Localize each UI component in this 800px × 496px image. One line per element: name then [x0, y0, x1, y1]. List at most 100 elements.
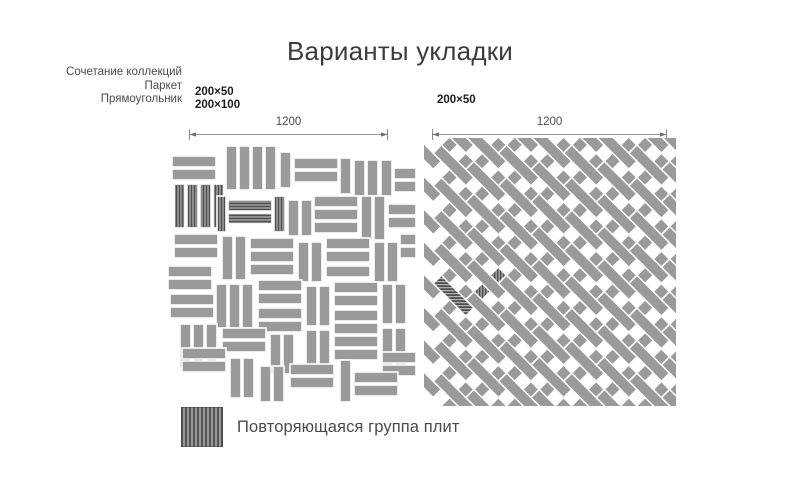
caption-line-collection: Сочетание коллекций: [66, 66, 182, 78]
herringbone-plank: [432, 241, 475, 285]
herringbone-plank: [530, 290, 573, 334]
herringbone-plank: [424, 290, 443, 334]
herringbone-plank: [595, 290, 638, 334]
herringbone-plank: [432, 372, 475, 406]
herringbone-plank: [497, 138, 541, 155]
herringbone-plank: [424, 225, 443, 269]
herringbone-plank: [464, 258, 508, 301]
herringbone-plank: [595, 355, 638, 399]
herringbone-plank: [595, 192, 638, 236]
herringbone-plank: [627, 274, 671, 318]
size-label-parquet: 200×50 200×100: [195, 86, 240, 111]
herringbone-plank: [627, 241, 671, 285]
herringbone-plank: [627, 209, 671, 252]
herringbone-plank: [424, 192, 443, 236]
herringbone-plank: [530, 225, 573, 269]
dimension-line-parquet: 1200: [189, 116, 388, 146]
herringbone-plank: [424, 323, 443, 366]
herringbone-plank: [562, 176, 606, 220]
herringbone-plank: [660, 258, 676, 301]
herringbone-plank: [595, 396, 638, 406]
legend-label: Повторяющаяся группа плит: [237, 417, 460, 436]
herringbone-plank: [424, 160, 443, 203]
legend: Повторяющаяся группа плит: [181, 407, 459, 447]
herringbone-plank: [424, 258, 443, 301]
herringbone-plank: [660, 225, 676, 269]
herringbone-plank: [627, 176, 671, 220]
herringbone-plank: [424, 388, 443, 406]
herringbone-plank: [595, 138, 638, 171]
herringbone-plank: [562, 274, 606, 318]
herringbone-plank: [627, 372, 671, 406]
herringbone-plank: [562, 143, 606, 187]
herringbone-plank: [530, 138, 573, 171]
herringbone-plank: [497, 274, 541, 318]
herringbone-pattern-diagram: [424, 138, 676, 406]
herringbone-plank: [660, 323, 676, 366]
herringbone-plank: [530, 355, 573, 399]
size-label-parquet-line2: 200×100: [195, 98, 241, 111]
herringbone-plank: [660, 388, 676, 406]
dimension-value-parquet: 1200: [189, 116, 388, 129]
herringbone-plank: [497, 143, 541, 187]
herringbone-pattern-graphic: [424, 138, 676, 406]
herringbone-plank: [595, 258, 638, 301]
herringbone-plank: [627, 143, 671, 187]
herringbone-plank: [432, 143, 475, 187]
size-label-herringbone-line1: 200×50: [437, 94, 476, 106]
repeating-group-swatch-icon: [181, 407, 223, 447]
herringbone-plank: [595, 388, 638, 406]
herringbone-plank: [529, 396, 573, 406]
herringbone-plank: [497, 209, 541, 252]
herringbone-plank: [497, 176, 541, 220]
herringbone-plank: [464, 290, 508, 334]
herringbone-plank: [530, 388, 573, 406]
herringbone-plank: [627, 306, 671, 350]
herringbone-plank: [562, 209, 606, 252]
herringbone-plank: [464, 396, 508, 406]
herringbone-plank: [497, 306, 541, 350]
herringbone-plank: [660, 192, 676, 236]
herringbone-plank: [627, 138, 671, 155]
dimension-value-herringbone: 1200: [432, 116, 667, 129]
herringbone-plank: [595, 160, 638, 203]
herringbone-plank: [424, 355, 443, 399]
caption-line-parquet: Паркет: [144, 79, 183, 92]
herringbone-plank: [530, 192, 573, 236]
herringbone-plank: [595, 225, 638, 269]
herringbone-plank: [464, 160, 508, 203]
caption-block: Сочетание коллекций Паркет Прямоугольник: [14, 66, 182, 107]
parquet-pattern-graphic: [168, 145, 417, 403]
herringbone-plank: [464, 388, 508, 406]
herringbone-plank: [424, 138, 443, 171]
page-title: Варианты укладки: [287, 36, 513, 66]
herringbone-plank: [497, 339, 541, 383]
herringbone-plank: [562, 339, 606, 383]
parquet-pattern-diagram: [168, 138, 418, 406]
herringbone-plank: [464, 323, 508, 366]
herringbone-plank: [432, 176, 475, 220]
herringbone-plank: [595, 323, 638, 366]
herringbone-plank: [660, 160, 676, 203]
herringbone-plank: [562, 372, 606, 406]
size-label-parquet-line1: 200×50: [195, 86, 234, 98]
herringbone-plank: [660, 355, 676, 399]
herringbone-plank: [464, 225, 508, 269]
herringbone-plank: [497, 372, 541, 406]
dimension-line-herringbone: 1200: [432, 116, 667, 146]
caption-line-rectangle: Прямоугольник: [100, 93, 182, 105]
herringbone-plank: [627, 339, 671, 383]
herringbone-plank: [562, 306, 606, 350]
herringbone-plank: [432, 306, 475, 350]
herringbone-plank: [530, 160, 573, 203]
herringbone-plank: [530, 258, 573, 301]
size-label-herringbone: 200×50: [437, 94, 476, 107]
herringbone-plank: [464, 192, 508, 236]
herringbone-plank: [660, 138, 676, 171]
herringbone-plank: [497, 241, 541, 285]
herringbone-plank: [660, 290, 676, 334]
herringbone-plank: [464, 138, 508, 171]
herringbone-plank: [432, 339, 475, 383]
herringbone-plank: [432, 138, 475, 155]
